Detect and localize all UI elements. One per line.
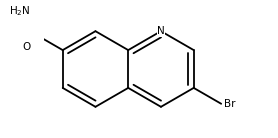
Text: H$_2$N: H$_2$N (9, 5, 31, 18)
Text: N: N (157, 26, 165, 36)
Text: Br: Br (224, 99, 235, 109)
Text: O: O (22, 42, 31, 52)
